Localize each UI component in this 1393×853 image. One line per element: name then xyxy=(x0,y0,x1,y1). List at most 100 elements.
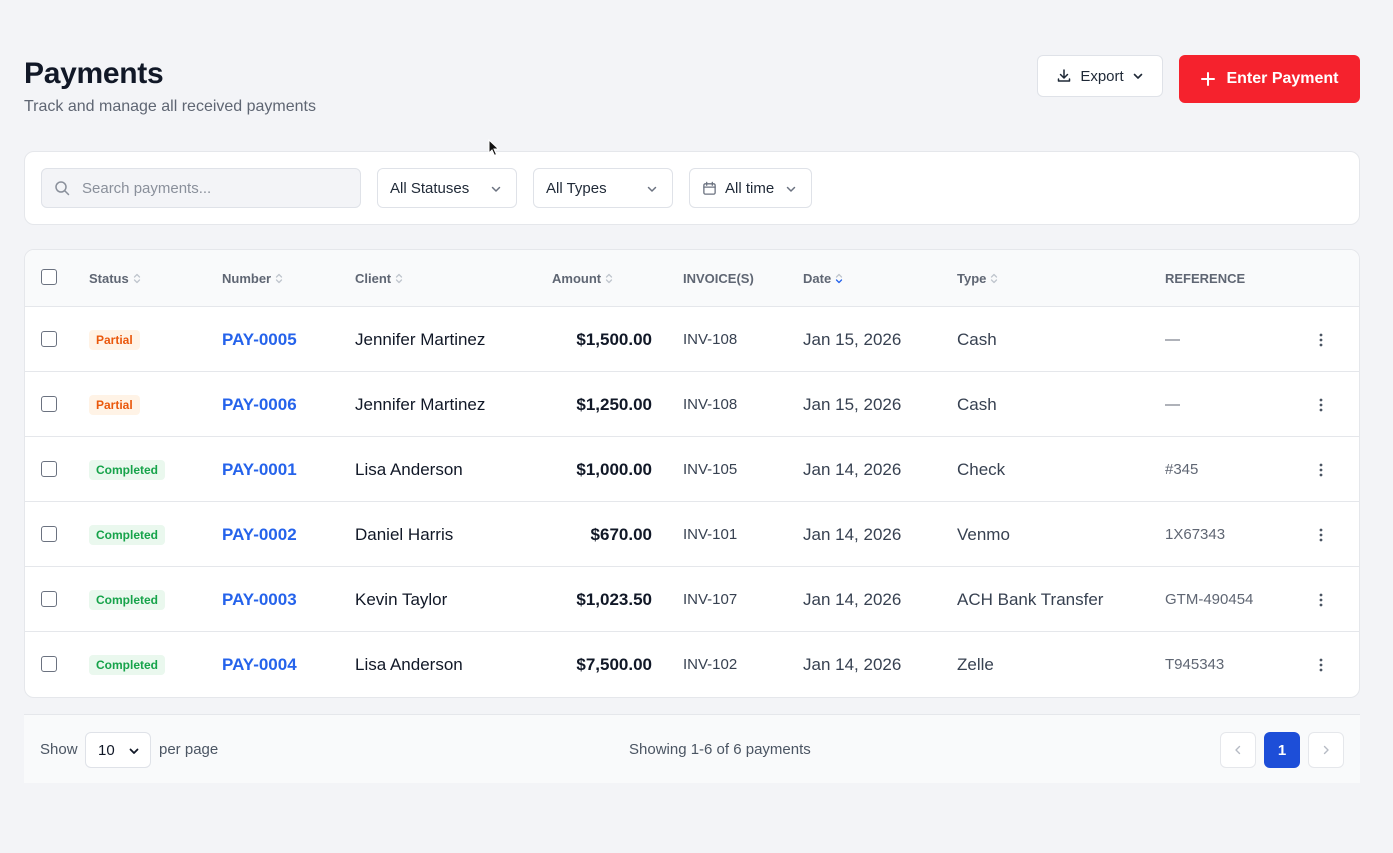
status-badge: Completed xyxy=(89,459,166,480)
column-header-amount[interactable]: Amount xyxy=(552,271,613,286)
sort-icon xyxy=(395,273,403,284)
row-checkbox[interactable] xyxy=(41,396,57,412)
payment-date: Jan 14, 2026 xyxy=(803,654,902,674)
table-row[interactable]: Completed PAY-0004 Lisa Anderson $7,500.00 I… xyxy=(25,632,1359,697)
payment-type-cell: Venmo xyxy=(957,502,1157,567)
table-row[interactable]: Completed PAY-0001 Lisa Anderson $1,000.00 I… xyxy=(25,437,1359,502)
per-page-select[interactable]: 10 xyxy=(85,732,151,768)
payment-date-cell: Jan 15, 2026 xyxy=(803,307,943,372)
chevron-down-icon xyxy=(491,186,501,192)
payment-type-cell: ACH Bank Transfer xyxy=(957,567,1157,632)
payment-number-link[interactable]: PAY-0006 xyxy=(222,394,297,414)
column-label: Status xyxy=(89,271,129,286)
row-checkbox[interactable] xyxy=(41,591,57,607)
payment-number-link-cell: PAY-0004 xyxy=(222,632,342,697)
amount-value: $1,023.50 xyxy=(576,589,652,609)
payments-table: Status Number Client Amount INVOICE(S) D… xyxy=(24,249,1360,698)
invoice-link[interactable]: INV-108 xyxy=(683,396,738,413)
row-actions-menu-button[interactable] xyxy=(1319,372,1335,437)
date-filter[interactable]: All time xyxy=(689,168,812,208)
row-checkbox[interactable] xyxy=(41,331,57,347)
invoice-link[interactable]: INV-108 xyxy=(683,331,738,348)
reference-value-cell: — xyxy=(1165,307,1305,372)
invoice-link-cell: INV-102 xyxy=(683,632,793,697)
invoice-link[interactable]: INV-105 xyxy=(683,461,738,478)
row-actions-menu-button[interactable] xyxy=(1319,632,1335,697)
more-vertical-icon xyxy=(1319,593,1323,606)
payment-type-cell: Zelle xyxy=(957,632,1157,697)
column-header-number[interactable]: Number xyxy=(222,271,283,286)
enter-payment-button[interactable]: Enter Payment xyxy=(1179,55,1360,103)
type-filter[interactable]: All Types xyxy=(533,168,673,208)
amount-value-cell: $670.00 xyxy=(552,502,652,567)
payment-type: Zelle xyxy=(957,654,994,674)
payment-date-cell: Jan 14, 2026 xyxy=(803,437,943,502)
invoice-link[interactable]: INV-102 xyxy=(683,656,738,673)
row-checkbox[interactable] xyxy=(41,656,57,672)
invoice-link-cell: INV-105 xyxy=(683,437,793,502)
amount-value-cell: $1,023.50 xyxy=(552,567,652,632)
amount-value: $1,000.00 xyxy=(576,459,652,479)
client-name-cell: Jennifer Martinez xyxy=(355,307,545,372)
column-header-type[interactable]: Type xyxy=(957,271,998,286)
results-summary: Showing 1-6 of 6 payments xyxy=(629,741,811,758)
invoice-link[interactable]: INV-107 xyxy=(683,591,738,608)
row-checkbox[interactable] xyxy=(41,526,57,542)
payment-number-link[interactable]: PAY-0004 xyxy=(222,654,297,674)
payment-type-cell: Cash xyxy=(957,372,1157,437)
status-filter[interactable]: All Statuses xyxy=(377,168,517,208)
plus-icon xyxy=(1201,72,1216,86)
client-name: Lisa Anderson xyxy=(355,459,463,479)
payment-number-link[interactable]: PAY-0005 xyxy=(222,329,297,349)
row-actions-menu-button[interactable] xyxy=(1319,307,1335,372)
column-header-status[interactable]: Status xyxy=(89,271,141,286)
amount-value-cell: $7,500.00 xyxy=(552,632,652,697)
payment-number-link[interactable]: PAY-0002 xyxy=(222,524,297,544)
invoice-link-cell: INV-101 xyxy=(683,502,793,567)
payment-type-cell: Check xyxy=(957,437,1157,502)
row-actions-menu-button[interactable] xyxy=(1319,502,1335,567)
status-badge: Partial xyxy=(89,394,140,415)
next-page-button[interactable] xyxy=(1308,732,1344,768)
page-button-current[interactable]: 1 xyxy=(1264,732,1300,768)
column-label: Date xyxy=(803,271,832,286)
sort-icon xyxy=(605,273,613,284)
table-row[interactable]: Partial PAY-0006 Jennifer Martinez $1,250.0… xyxy=(25,372,1359,437)
payment-number-link[interactable]: PAY-0003 xyxy=(222,589,297,609)
invoice-link[interactable]: INV-101 xyxy=(683,526,738,543)
payment-date: Jan 14, 2026 xyxy=(803,459,902,479)
search-icon xyxy=(55,181,70,196)
client-name-cell: Lisa Anderson xyxy=(355,437,545,502)
payment-date: Jan 15, 2026 xyxy=(803,329,902,349)
payment-date: Jan 15, 2026 xyxy=(803,394,902,414)
prev-page-button[interactable] xyxy=(1220,732,1256,768)
filter-bar: All Statuses All Types All time xyxy=(24,151,1360,225)
column-label: REFERENCE xyxy=(1165,271,1246,286)
payment-type: Cash xyxy=(957,394,997,414)
status-badge: Completed xyxy=(89,589,166,610)
row-actions-menu-button[interactable] xyxy=(1319,567,1335,632)
row-actions-menu-button[interactable] xyxy=(1319,437,1335,502)
chevron-down-icon xyxy=(786,186,796,192)
status-filter-value: All Statuses xyxy=(390,179,470,197)
sort-icon xyxy=(991,273,998,284)
page-header: Payments Track and manage all received p… xyxy=(24,56,316,116)
column-header-date[interactable]: Date xyxy=(803,271,843,286)
search-box[interactable] xyxy=(41,168,361,208)
amount-value-cell: $1,250.00 xyxy=(552,372,652,437)
payment-number-link-cell: PAY-0002 xyxy=(222,502,342,567)
export-button[interactable]: Export xyxy=(1037,55,1163,97)
table-row[interactable]: Completed PAY-0003 Kevin Taylor $1,023.50 IN… xyxy=(25,567,1359,632)
client-name: Lisa Anderson xyxy=(355,654,463,674)
table-row[interactable]: Partial PAY-0005 Jennifer Martinez $1,500.0… xyxy=(25,307,1359,372)
column-label: Number xyxy=(222,271,272,286)
column-header-invoices: INVOICE(S) xyxy=(683,271,754,286)
chevron-down-icon xyxy=(647,186,657,192)
column-header-client[interactable]: Client xyxy=(355,271,403,286)
select-all-checkbox[interactable] xyxy=(41,269,57,285)
search-input[interactable] xyxy=(82,169,352,207)
table-row[interactable]: Completed PAY-0002 Daniel Harris $670.00 INV… xyxy=(25,502,1359,567)
row-checkbox[interactable] xyxy=(41,461,57,477)
payment-type: Check xyxy=(957,459,1006,479)
payment-number-link[interactable]: PAY-0001 xyxy=(222,459,297,479)
